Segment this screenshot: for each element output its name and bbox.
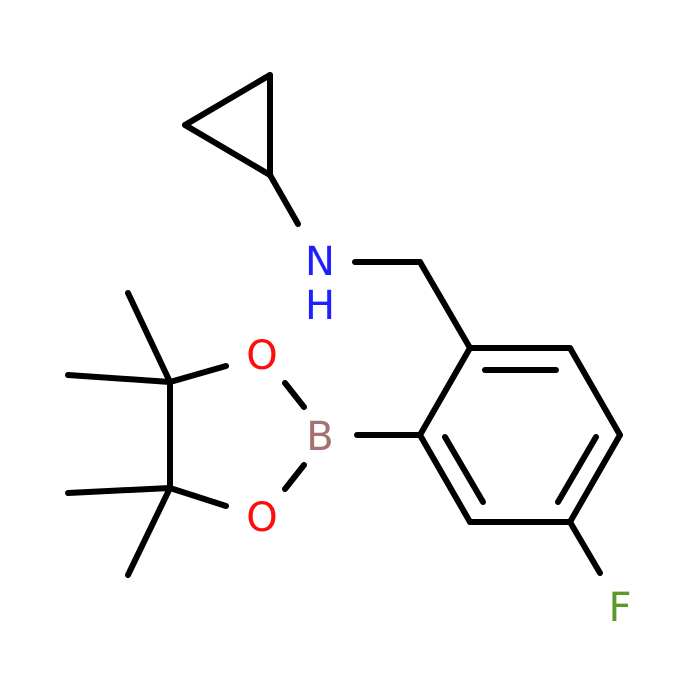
bond xyxy=(167,363,229,385)
atom-label: O xyxy=(246,333,277,379)
atom-label: F xyxy=(608,585,631,631)
atom-label: B xyxy=(306,414,333,460)
bond xyxy=(417,432,473,525)
bonds xyxy=(65,72,623,578)
bond xyxy=(567,519,603,576)
bond xyxy=(267,172,301,227)
atom-label: H xyxy=(305,283,335,329)
bond xyxy=(65,485,173,496)
bond xyxy=(555,434,599,505)
bond xyxy=(442,434,486,505)
bond xyxy=(182,72,273,128)
bond xyxy=(567,432,623,525)
bond xyxy=(65,372,173,385)
bond xyxy=(125,290,173,385)
bond xyxy=(182,122,273,178)
atom-label: O xyxy=(246,495,277,541)
bond xyxy=(282,380,307,410)
bond xyxy=(125,485,173,578)
bond xyxy=(417,259,473,351)
bond xyxy=(167,485,229,509)
bond xyxy=(567,345,623,438)
atom-label: N xyxy=(305,239,335,285)
bond xyxy=(282,462,307,492)
bond xyxy=(417,345,473,438)
